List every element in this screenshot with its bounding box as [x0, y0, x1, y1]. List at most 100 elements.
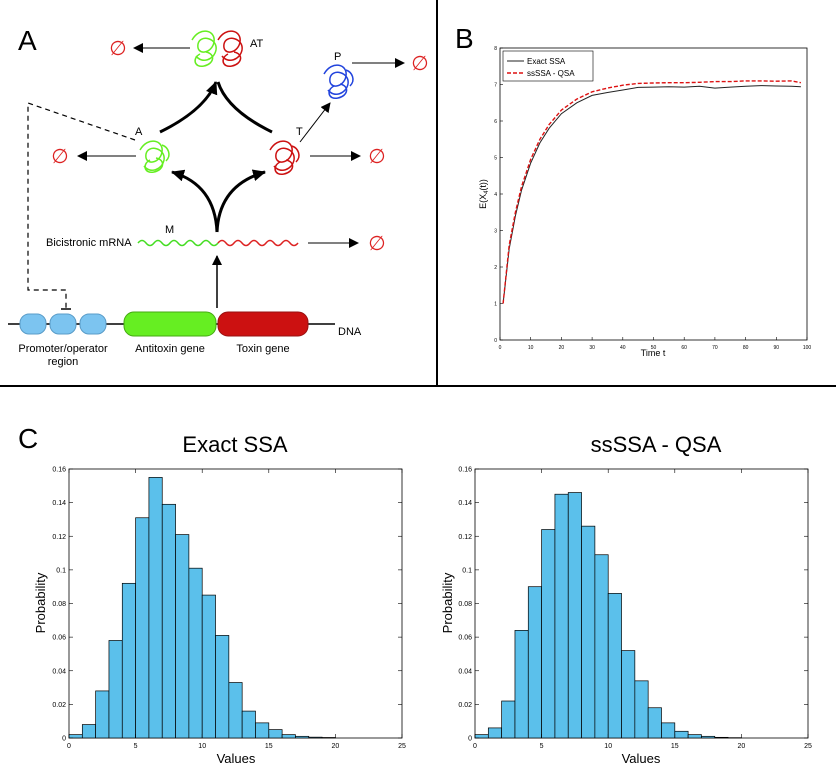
toxin-protein-icon: [269, 140, 300, 175]
x-tick-label: 60: [681, 345, 687, 351]
null-icon-mrna: ∅: [368, 233, 385, 255]
y-axis-label: Probability: [33, 572, 48, 633]
toxin-to-p-arrow: [299, 102, 331, 143]
operator-site-2: [49, 313, 77, 335]
histogram-bar: [108, 640, 123, 739]
x-tick-label: 15: [671, 743, 679, 750]
y-tick-label: 0.14: [52, 500, 66, 507]
histogram-bar: [241, 710, 256, 739]
y-tick-label: 5: [494, 156, 497, 162]
complex-arrow-from-antitoxin: [159, 81, 218, 134]
histogram-bar: [474, 734, 489, 739]
x-tick-label: 100: [803, 345, 812, 351]
histogram-bar: [321, 737, 336, 739]
x-tick-label: 0: [473, 743, 477, 750]
panel-label-c: C: [18, 423, 38, 454]
histogram-bar: [95, 690, 110, 739]
operator-site-1: [19, 313, 47, 335]
y-tick-label: 3: [494, 229, 497, 235]
pathway-diagram: DNA Promoter/operator region Antitoxin g…: [8, 30, 429, 368]
histogram-bar: [687, 734, 702, 739]
histogram-bar: [701, 735, 716, 739]
x-tick-label: 10: [198, 743, 206, 750]
y-tick-label: 0.06: [458, 635, 472, 642]
y-tick-label: 0: [494, 338, 497, 344]
null-icon-antitoxin: ∅: [51, 146, 68, 168]
series-lines: [502, 80, 802, 304]
histogram-bar: [161, 503, 176, 739]
histogram-bar: [621, 650, 636, 739]
antitoxin-protein-icon: [139, 140, 170, 173]
toxin-gene-label: Toxin gene: [236, 343, 289, 355]
histogram-bar: [634, 680, 649, 739]
panel-label-a: A: [18, 25, 37, 56]
protein-p-icon: [323, 64, 354, 99]
histogram-bar: [487, 727, 502, 739]
y-tick-label: 0.08: [52, 601, 66, 608]
y-tick-label: 0.04: [458, 668, 472, 675]
x-tick-label: 5: [134, 743, 138, 750]
a-label: A: [135, 126, 143, 138]
y-tick-label: 0: [62, 736, 66, 743]
histogram-bar: [228, 682, 243, 739]
y-tick-label: 0.14: [458, 500, 472, 507]
panel-label-b: B: [455, 23, 474, 54]
series-line-exact-ssa: [502, 85, 801, 304]
null-icon-p: ∅: [411, 53, 428, 75]
histogram-bar: [647, 707, 662, 739]
at-label: AT: [250, 38, 264, 50]
histogram-title: Exact SSA: [182, 432, 287, 457]
antitoxin-gene-box: [123, 311, 217, 337]
null-icon-complex: ∅: [109, 38, 126, 60]
y-tick-label: 0.16: [52, 467, 66, 474]
histogram-bar: [121, 582, 136, 739]
histogram-bar: [81, 724, 96, 739]
histogram-bar: [607, 593, 622, 739]
axis-ticks: 0 10 20 30 40 50 60 70 80 90 100 0 1 2 3 4 5 6 7 8: [494, 46, 811, 351]
x-axis-label: Values: [622, 751, 661, 766]
y-tick-label: 0.06: [52, 635, 66, 642]
p-label: P: [334, 51, 341, 63]
x-tick-label: 0: [499, 345, 502, 351]
promoter-label-line2: region: [48, 356, 79, 368]
histogram-bar: [567, 492, 582, 739]
x-axis-label: Values: [217, 751, 256, 766]
histogram-bar: [308, 736, 323, 739]
y-tick-label: 0.1: [56, 567, 66, 574]
x-tick-label: 20: [332, 743, 340, 750]
promoter-label-line1: Promoter/operator: [18, 343, 108, 355]
x-tick-label: 70: [712, 345, 718, 351]
histogram-bar: [268, 729, 283, 739]
repression-line: [27, 102, 136, 308]
y-tick-label: 1: [494, 302, 497, 308]
m-label: M: [165, 224, 174, 236]
y-axis-label-tail: (t)): [478, 179, 488, 191]
translation-arrow-antitoxin: [171, 169, 219, 233]
antitoxin-gene-label: Antitoxin gene: [135, 343, 205, 355]
legend-label-exact-ssa: Exact SSA: [527, 57, 566, 66]
histogram-bar: [135, 517, 150, 739]
axis-ticks: 0 5 10 15 20 25 0 0.02 0.04 0.06 0.08 0.1 0.12 0.14 0.…: [52, 467, 406, 751]
histogram-bar: [594, 554, 609, 739]
mean-trajectory-chart: 0 10 20 30 40 50 60 70 80 90 100 0 1 2 3 4 5 6 7 8 Exact SS…: [478, 46, 811, 358]
histogram-bar: [175, 534, 190, 739]
histogram-title: ssSSA - QSA: [591, 432, 722, 457]
histogram-bar: [714, 736, 729, 739]
y-tick-label: 0.02: [52, 702, 66, 709]
x-tick-label: 80: [743, 345, 749, 351]
histogram-bar: [255, 722, 270, 739]
y-tick-label: 0.08: [458, 601, 472, 608]
histogram-bars: [474, 492, 742, 739]
x-tick-label: 20: [559, 345, 565, 351]
histogram-bar: [201, 594, 216, 739]
histogram-bar: [514, 630, 529, 739]
t-label: T: [296, 126, 303, 138]
operator-site-3: [79, 313, 107, 335]
histogram-bar: [188, 567, 203, 739]
x-tick-label: 15: [265, 743, 273, 750]
null-icon-toxin: ∅: [368, 146, 385, 168]
y-axis-label-subscript: 4: [484, 190, 490, 194]
histogram-bar: [295, 735, 310, 739]
y-tick-label: 0.16: [458, 467, 472, 474]
